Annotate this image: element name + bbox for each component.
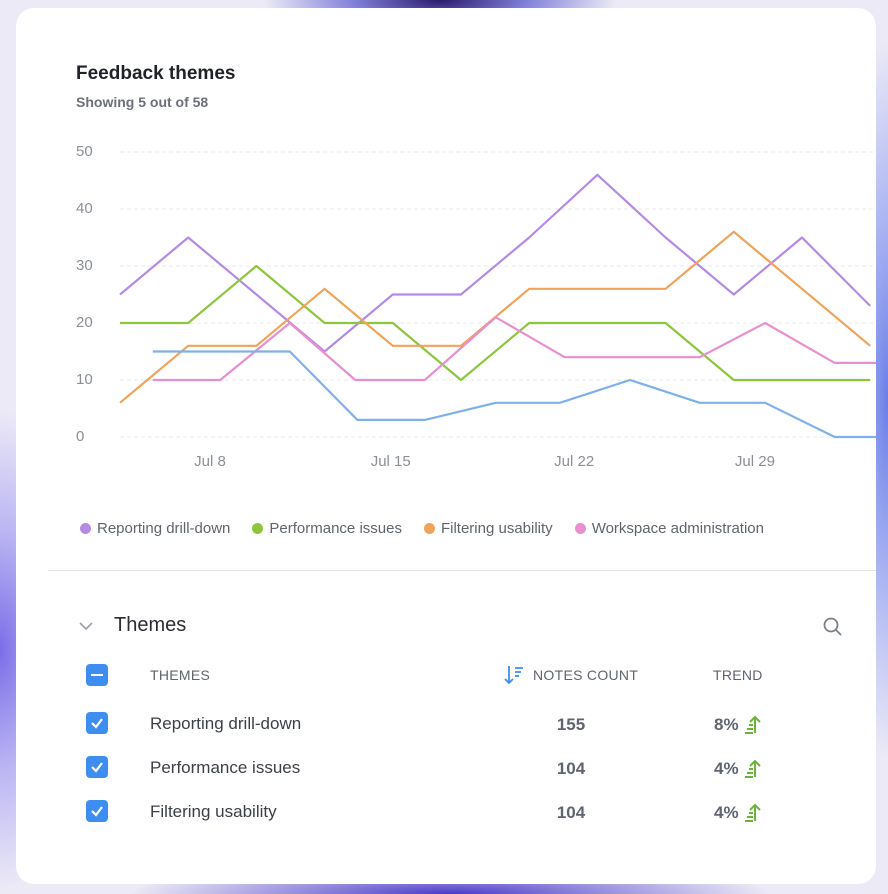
row-checkbox[interactable] [86, 712, 108, 734]
trend-up-icon [745, 715, 761, 734]
check-icon [91, 718, 103, 729]
trend-icon [743, 713, 763, 740]
series-line [119, 173, 871, 353]
y-tick-label: 20 [76, 314, 93, 331]
y-tick-label: 30 [76, 257, 93, 274]
legend-item: Reporting drill-down [80, 520, 230, 537]
card: Feedback themes Showing 5 out of 58 Repo… [16, 8, 876, 884]
trend-value: 4% [714, 803, 739, 822]
y-tick-label: 0 [76, 428, 84, 445]
theme-name: Reporting drill-down [150, 714, 302, 733]
trend-icon [743, 801, 763, 828]
x-tick-label: Jul 22 [554, 453, 594, 470]
notes-count: 155 [556, 715, 586, 734]
trend-value: 4% [714, 759, 739, 778]
x-tick-label: Jul 8 [194, 453, 226, 470]
sort-icon[interactable] [504, 664, 524, 686]
legend-dot [252, 523, 264, 534]
series-line [152, 316, 876, 382]
divider [48, 570, 876, 571]
x-tick-label: Jul 15 [371, 453, 411, 470]
legend-item: Workspace administration [574, 520, 764, 537]
legend-label: Workspace administration [591, 520, 764, 537]
row-checkbox[interactable] [86, 756, 108, 778]
trend-up-icon [745, 759, 761, 778]
trend-up-icon [745, 803, 761, 822]
legend-label: Filtering usability [440, 520, 553, 537]
title: Feedback themes [76, 63, 236, 84]
series-line [152, 350, 876, 439]
trend-value: 8% [714, 715, 739, 734]
check-icon [91, 762, 103, 773]
select-all-checkbox[interactable] [86, 664, 108, 686]
y-tick-label: 40 [76, 200, 93, 217]
theme-name: Filtering usability [150, 802, 277, 821]
trend-icon [743, 757, 763, 784]
subtitle: Showing 5 out of 58 [76, 94, 209, 110]
theme-name: Performance issues [150, 758, 301, 777]
section-title: Themes [114, 614, 187, 636]
column-header: NOTES COUNT [533, 667, 639, 683]
search-icon[interactable] [822, 616, 844, 638]
check-icon [91, 806, 103, 817]
row-checkbox[interactable] [86, 800, 108, 822]
legend: Reporting drill-down Performance issues Fi… [80, 520, 764, 537]
series-line [120, 264, 871, 382]
chart: 0 10 20 30 40 50 Jul 8 Jul 15 Jul 22 Jul 29 [76, 143, 876, 470]
legend-dot [423, 523, 435, 534]
notes-count: 104 [556, 803, 586, 822]
column-header: TREND [713, 667, 763, 683]
legend-dot [574, 523, 586, 534]
y-tick-label: 10 [76, 371, 93, 388]
notes-count: 104 [556, 759, 586, 778]
legend-label: Reporting drill-down [97, 520, 231, 537]
legend-item: Performance issues [252, 520, 402, 537]
legend-dot [80, 523, 91, 534]
collapse-chevron[interactable] [78, 618, 94, 634]
x-tick-label: Jul 29 [735, 453, 775, 470]
legend-item: Filtering usability [423, 520, 553, 537]
legend-label: Performance issues [269, 520, 402, 537]
y-tick-label: 50 [76, 143, 93, 160]
column-header: THEMES [150, 667, 211, 683]
